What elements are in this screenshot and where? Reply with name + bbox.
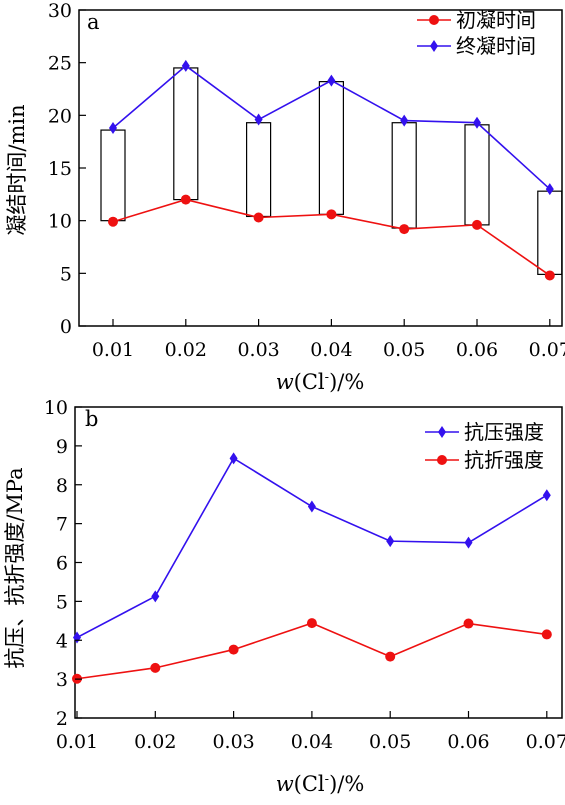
x-tick-label: 0.06: [447, 731, 489, 753]
series-line-1: [76, 622, 547, 680]
y-tick-label: 30: [48, 0, 72, 22]
range-box: [537, 190, 563, 275]
x-tick-label: 0.03: [237, 339, 279, 361]
data-point-series-1: [109, 121, 117, 134]
legend-marker-compressive: [438, 426, 446, 438]
x-tick-label: 0.07: [526, 731, 565, 753]
series-lines-b: [76, 457, 548, 680]
y-tick-label: 0: [60, 316, 72, 338]
data-point-series-1: [228, 644, 239, 655]
y-tick-label: 10: [44, 397, 68, 419]
data-point-series-1: [306, 618, 317, 629]
legend-marker-flexural: [437, 455, 447, 465]
x-axis-label-b: w(Cl-)/%: [276, 772, 365, 796]
range-box: [173, 67, 199, 201]
range-box: [391, 122, 417, 229]
data-point-series-1: [541, 629, 552, 640]
y-tick-label: 10: [48, 211, 72, 233]
data-point-series-0: [386, 535, 395, 548]
legend-marker-initial-set: [429, 15, 439, 25]
data-point-series-0: [73, 631, 81, 644]
x-tick-label: 0.06: [456, 339, 498, 361]
y-tick-label: 7: [56, 514, 68, 536]
data-point-series-0: [326, 209, 337, 220]
series-line-0: [76, 457, 548, 639]
legend-marker-final-set: [430, 40, 438, 52]
y-tick-label: 8: [56, 475, 68, 497]
range-box: [246, 122, 272, 218]
x-tick-label: 0.03: [212, 731, 254, 753]
y-tick-label: 4: [56, 630, 68, 652]
y-tick-label: 5: [60, 263, 72, 285]
data-point-series-0: [399, 224, 410, 235]
data-point-series-1: [400, 114, 409, 127]
x-tick-label: 0.01: [92, 339, 134, 361]
data-point-series-1: [181, 59, 190, 72]
data-point-series-1: [254, 113, 263, 126]
x-tick-label: 0.01: [56, 731, 98, 753]
y-ticks-a: 0 5 10 15 20 25 30: [48, 0, 86, 338]
y-tick-label: 25: [48, 53, 72, 75]
data-point-series-0: [151, 590, 160, 603]
y-tick-label: 5: [56, 591, 68, 613]
range-box: [318, 81, 344, 215]
data-point-series-1: [385, 651, 396, 662]
x-ticks-a: 0.01 0.02 0.03 0.04 0.05 0.06 0.07: [92, 319, 565, 361]
range-box: [100, 129, 126, 222]
data-point-series-1: [463, 618, 474, 629]
x-tick-label: 0.05: [383, 339, 425, 361]
x-tick-label: 0.02: [165, 339, 207, 361]
data-point-series-0: [108, 216, 118, 227]
y-axis-label-b: 抗压、抗折强度/MPa: [3, 467, 27, 668]
x-ticks-b: 0.01 0.02 0.03 0.04 0.05 0.06 0.07: [56, 711, 565, 753]
data-point-series-0: [544, 270, 555, 281]
panel-label-b: b: [85, 407, 98, 431]
series-markers-b: [72, 452, 552, 684]
data-point-series-0: [542, 489, 551, 502]
legend-label-compressive: 抗压强度: [464, 420, 544, 444]
data-point-series-1: [545, 183, 554, 196]
legend-b: 抗压强度 抗折强度: [425, 420, 544, 472]
range-boxes-a: [100, 67, 563, 275]
y-ticks-b: 2 3 4 5 6 7 8 9 10: [44, 397, 82, 730]
y-tick-label: 6: [56, 553, 68, 575]
y-tick-label: 15: [48, 158, 72, 180]
data-point-series-0: [472, 219, 482, 230]
legend-label-final-set: 终凝时间: [456, 34, 536, 58]
data-point-series-1: [150, 662, 161, 673]
y-tick-label: 9: [56, 436, 68, 458]
series-markers-a: [108, 59, 555, 281]
y-axis-label-a: 凝结时间/min: [5, 104, 29, 235]
panel-label-a: a: [87, 10, 100, 34]
legend-label-initial-set: 初凝时间: [456, 8, 536, 32]
data-point-series-1: [327, 74, 336, 87]
x-tick-label: 0.02: [134, 731, 176, 753]
data-point-series-0: [253, 212, 264, 223]
y-tick-label: 2: [56, 708, 68, 730]
data-point-series-0: [229, 452, 238, 465]
series-lines-a: [112, 64, 551, 277]
y-tick-label: 20: [48, 105, 72, 127]
y-tick-label: 3: [56, 669, 68, 691]
data-point-series-0: [307, 500, 316, 513]
range-box: [464, 124, 490, 226]
x-axis-label-a: w(Cl-)/%: [276, 370, 365, 394]
x-tick-label: 0.04: [310, 339, 352, 361]
data-point-series-1: [473, 116, 481, 129]
data-point-series-0: [180, 194, 191, 205]
legend-a: 初凝时间 终凝时间: [417, 8, 536, 58]
x-tick-label: 0.07: [529, 339, 565, 361]
x-tick-label: 0.04: [291, 731, 333, 753]
x-tick-label: 0.05: [369, 731, 411, 753]
data-point-series-0: [464, 536, 473, 549]
legend-label-flexural: 抗折强度: [464, 448, 544, 472]
